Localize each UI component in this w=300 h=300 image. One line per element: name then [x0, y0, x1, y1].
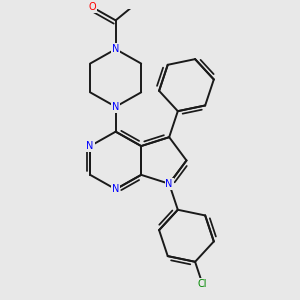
Text: N: N — [86, 141, 94, 151]
Text: N: N — [112, 184, 119, 194]
Text: N: N — [166, 179, 173, 189]
Text: Cl: Cl — [198, 279, 207, 289]
Text: O: O — [89, 2, 97, 12]
Text: N: N — [112, 44, 119, 54]
Text: N: N — [112, 102, 119, 112]
